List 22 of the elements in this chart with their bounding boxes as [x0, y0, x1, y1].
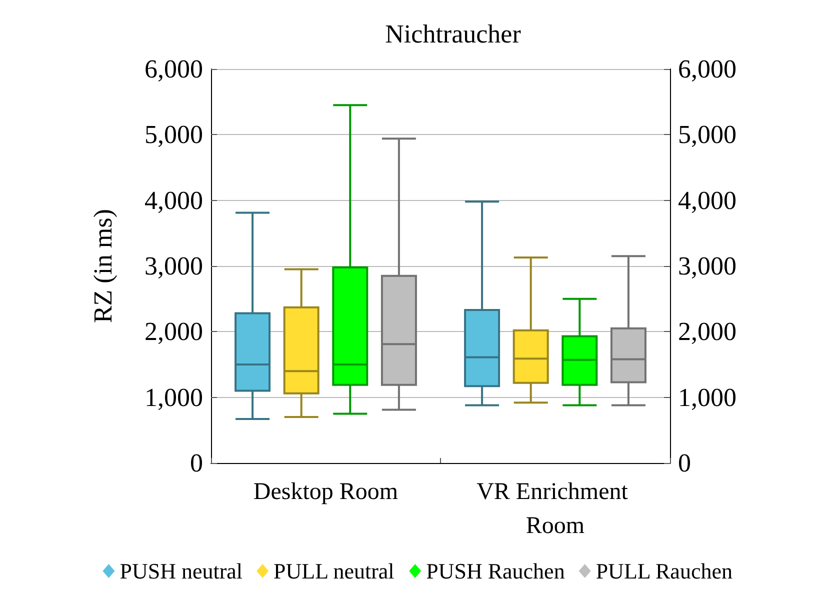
y-tick-label: 5,000	[144, 120, 203, 150]
y2-tick-label: 4,000	[678, 186, 736, 215]
chart-title: Nichtraucher	[385, 20, 522, 48]
y-tick-label: 4,000	[144, 186, 203, 215]
y2-tick-label: 6,000	[678, 54, 736, 84]
y-axis-title: RZ (in ms)	[88, 208, 118, 324]
y-tick-label: 6,000	[144, 54, 203, 84]
legend-label: PULL neutral	[274, 558, 394, 584]
x-tick-label: VR Enrichment Room	[476, 479, 634, 539]
y2-tick-label: 0	[678, 448, 691, 478]
x-tick-label: Desktop Room	[253, 479, 398, 505]
legend-label: PULL Rauchen	[596, 558, 732, 584]
legend-label: PUSH Rauchen	[426, 558, 565, 584]
y2-tick-label: 2,000	[678, 317, 736, 346]
legend-label: PUSH neutral	[120, 558, 243, 584]
y-tick-label: 1,000	[144, 382, 203, 412]
y-tick-label: 0	[190, 448, 203, 478]
y2-tick-label: 3,000	[678, 252, 736, 280]
y2-tick-label: 5,000	[678, 120, 736, 150]
y-tick-label: 2,000	[144, 317, 203, 346]
y2-tick-label: 1,000	[678, 382, 736, 412]
y-tick-label: 3,000	[144, 252, 203, 280]
